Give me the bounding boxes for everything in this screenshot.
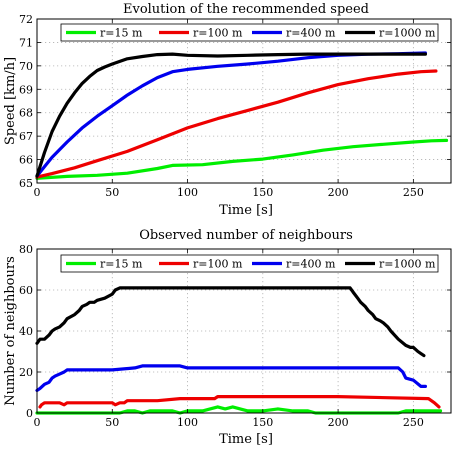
speed-ytick-label: 66 (19, 154, 33, 167)
speed-xtick-label: 200 (328, 186, 349, 199)
neighbours-chart-series (35, 286, 443, 415)
neighbours-chart: Observed number of neighbours 0 50 100 150 2… (3, 228, 452, 447)
speed-ytick-label: 70 (19, 60, 33, 73)
speed-chart-grid (37, 19, 451, 183)
speed-chart-title: Evolution of the recommended speed (123, 2, 369, 17)
neighbours-series-r100 (38, 395, 441, 409)
neighbours-ytick-label: 80 (19, 243, 33, 256)
neighbours-ytick-label: 40 (19, 325, 33, 338)
speed-series-r1000 (35, 52, 427, 178)
speed-chart-xlabel: Time [s] (219, 203, 273, 218)
speed-series-r400 (35, 51, 427, 178)
neighbours-legend-label-r400: r=400 m (286, 258, 336, 271)
speed-legend-label-r1000: r=1000 m (379, 27, 436, 40)
neighbours-chart-legend: r=15 m r=100 m r=400 m r=1000 m (60, 254, 439, 273)
speed-ytick-label: 71 (19, 36, 33, 49)
neighbours-chart-xlabel: Time [s] (219, 432, 273, 447)
neighbours-chart-title: Observed number of neighbours (139, 228, 353, 243)
speed-chart: Evolution of the recommended speed 0 50 10… (3, 2, 452, 218)
neighbours-series-r400 (35, 364, 427, 392)
neighbours-xtick-label: 100 (177, 416, 198, 429)
speed-ytick-label: 68 (19, 107, 33, 120)
speed-chart-ylabel: Speed [km/h] (3, 57, 18, 145)
speed-legend-box (60, 23, 439, 42)
speed-xtick-label: 100 (177, 186, 198, 199)
neighbours-ytick-label: 60 (19, 284, 33, 297)
speed-ytick-label: 67 (19, 130, 33, 143)
speed-legend-label-r400: r=400 m (286, 27, 336, 40)
speed-ytick-label: 72 (19, 13, 33, 26)
neighbours-ytick-label: 20 (19, 366, 33, 379)
speed-series-r15 (35, 138, 449, 180)
neighbours-xtick-label: 50 (105, 416, 119, 429)
neighbours-chart-grid (37, 249, 451, 413)
neighbours-series-r15 (35, 405, 443, 415)
speed-chart-series (35, 51, 449, 180)
speed-series-r100 (35, 69, 438, 179)
neighbours-chart-ticks: 0 50 100 150 200 250 0 20 40 60 80 (19, 243, 451, 429)
neighbours-xtick-label: 0 (34, 416, 41, 429)
neighbours-ytick-label: 0 (26, 407, 33, 420)
speed-ytick-label: 65 (19, 177, 33, 190)
neighbours-legend-label-r1000: r=1000 m (379, 258, 436, 271)
speed-legend-label-r100: r=100 m (193, 27, 243, 40)
neighbours-xtick-label: 250 (403, 416, 424, 429)
speed-xtick-label: 0 (34, 186, 41, 199)
neighbours-series-r1000 (35, 286, 426, 358)
neighbours-xtick-label: 150 (252, 416, 273, 429)
speed-xtick-label: 150 (252, 186, 273, 199)
neighbours-xtick-label: 200 (328, 416, 349, 429)
neighbours-legend-label-r100: r=100 m (193, 258, 243, 271)
neighbours-legend-box (60, 254, 439, 273)
speed-legend-label-r15: r=15 m (100, 27, 143, 40)
speed-chart-ticks: 0 50 100 150 200 250 65 66 67 68 69 70 71 72 (19, 13, 451, 199)
speed-xtick-label: 250 (403, 186, 424, 199)
speed-chart-frame (36, 18, 452, 184)
neighbours-chart-ylabel: Number of neighbours (3, 256, 18, 406)
speed-ytick-label: 69 (19, 83, 33, 96)
speed-chart-legend: r=15 m r=100 m r=400 m r=1000 m (60, 23, 439, 42)
neighbours-legend-label-r15: r=15 m (100, 258, 143, 271)
speed-xtick-label: 50 (105, 186, 119, 199)
